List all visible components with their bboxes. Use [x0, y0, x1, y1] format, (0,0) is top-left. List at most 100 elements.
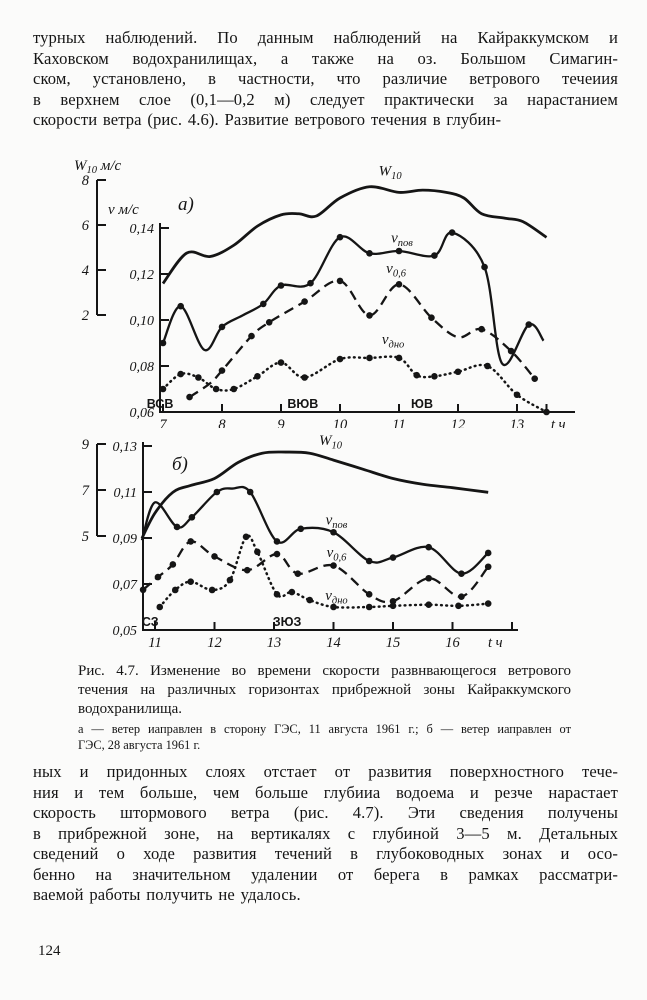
data-point	[336, 355, 344, 363]
data-point	[507, 347, 515, 355]
data-point	[218, 367, 226, 374]
series-v_pov	[161, 231, 545, 367]
x-tick-label: 16	[445, 635, 460, 651]
figure-caption: Рис. 4.7. Изменение во времени скорости …	[78, 662, 571, 719]
bottom-paragraph: ных и придонных слоях отстает от развити…	[33, 762, 618, 906]
data-point	[297, 525, 305, 533]
data-point	[484, 563, 492, 571]
text-line: турных наблюдений. По данным наблюдений …	[33, 28, 618, 47]
x-tick-label: 11	[392, 417, 405, 428]
data-point	[273, 538, 281, 545]
data-point	[425, 601, 433, 608]
data-point	[208, 586, 216, 594]
panel-label: б)	[172, 454, 188, 475]
data-point	[454, 368, 462, 376]
data-point	[195, 374, 202, 381]
data-point	[389, 554, 397, 561]
data-point	[230, 385, 238, 393]
data-point	[154, 573, 162, 581]
v-tick-label: 0,12	[130, 268, 155, 283]
data-point	[395, 354, 403, 362]
data-point	[242, 533, 250, 541]
data-point	[301, 298, 308, 305]
series-label-W10: W10	[379, 164, 403, 183]
data-point	[254, 548, 261, 556]
figure-subcaption: а — ветер иаправлен в сторону ГЭС, 11 ав…	[78, 722, 571, 753]
data-point	[218, 323, 226, 331]
series-label-v_pov: vпов	[326, 513, 348, 532]
x-tick-label: 15	[386, 635, 401, 651]
data-point	[425, 543, 433, 551]
data-point	[139, 586, 147, 594]
text-line: Каховском водохранилищах, а также на оз.…	[33, 48, 618, 68]
series-W10	[161, 185, 548, 285]
data-point	[365, 591, 373, 598]
v-tick-label: 0,09	[113, 532, 138, 547]
data-point	[481, 263, 488, 271]
v-tick-label: 0,06	[130, 406, 155, 421]
data-point	[186, 393, 193, 401]
data-point	[330, 528, 337, 536]
v-tick-label: 0,07	[113, 578, 139, 593]
data-point	[187, 578, 194, 585]
data-point	[484, 549, 492, 557]
series-label-v_06: v0,6	[386, 261, 407, 280]
x-tick-label: 9	[277, 417, 285, 428]
wind-sector-label: ЮВ	[411, 397, 433, 411]
data-point	[330, 562, 337, 569]
data-point	[525, 321, 533, 328]
text-line: ГЭС, 28 августа 1961 г.	[78, 737, 201, 752]
data-point	[531, 375, 538, 382]
data-point	[171, 586, 179, 594]
text-line: ных и придонных слоях отстает от развити…	[33, 762, 618, 781]
text-line: скорость штормового ветра (рис. 4.7). Эт…	[33, 803, 618, 822]
v-tick-label: 0,14	[130, 222, 155, 237]
data-point	[336, 277, 344, 285]
data-point	[330, 603, 337, 611]
v-tick-label: 0,11	[114, 486, 137, 501]
v-tick-label: 0,08	[130, 360, 155, 375]
data-point	[159, 339, 167, 347]
x-tick-label: 13	[267, 635, 282, 651]
data-point	[425, 574, 433, 582]
data-point	[389, 597, 397, 605]
text-line: ваемой работы получить не удалось.	[33, 885, 301, 904]
series-v_pov	[140, 485, 489, 575]
top-paragraph: турных наблюдений. По данным наблюдений …	[33, 28, 618, 131]
w-tick-label: 6	[82, 218, 90, 234]
data-point	[431, 252, 438, 259]
data-point	[413, 371, 421, 379]
x-tick-label: 12	[451, 417, 466, 428]
series-label-W10: W10	[319, 433, 343, 452]
x-tick-label: 11	[148, 635, 161, 651]
data-point	[455, 602, 462, 610]
x-tick-label: 13	[510, 417, 525, 428]
data-point	[260, 300, 267, 308]
data-point	[188, 514, 196, 521]
panel-label: а)	[178, 194, 194, 215]
w-tick-label: 4	[82, 263, 89, 279]
data-point	[248, 332, 255, 340]
x-tick-label: 7	[159, 417, 167, 428]
data-point	[226, 576, 234, 584]
text-line: Рис. 4.7. Изменение во времени скорости …	[78, 663, 571, 679]
data-point	[294, 570, 302, 577]
text-line: скорости ветра (рис. 4.6). Развитие ветр…	[33, 110, 502, 129]
v-tick-label: 0,13	[113, 440, 138, 455]
data-point	[458, 593, 465, 600]
v-tick-label: 0,10	[130, 314, 155, 329]
series-label-v_dno: vдно	[382, 332, 404, 351]
data-point	[307, 279, 314, 287]
data-point	[243, 566, 251, 574]
wind-sector-label: ВСВ	[147, 397, 174, 411]
data-point	[187, 538, 194, 545]
data-point	[484, 600, 492, 607]
data-point	[458, 570, 465, 577]
data-point	[366, 312, 373, 319]
data-point	[306, 596, 313, 604]
x-tick-label: 8	[218, 417, 226, 428]
data-point	[301, 374, 308, 381]
data-point	[177, 370, 184, 378]
data-point	[169, 561, 177, 568]
